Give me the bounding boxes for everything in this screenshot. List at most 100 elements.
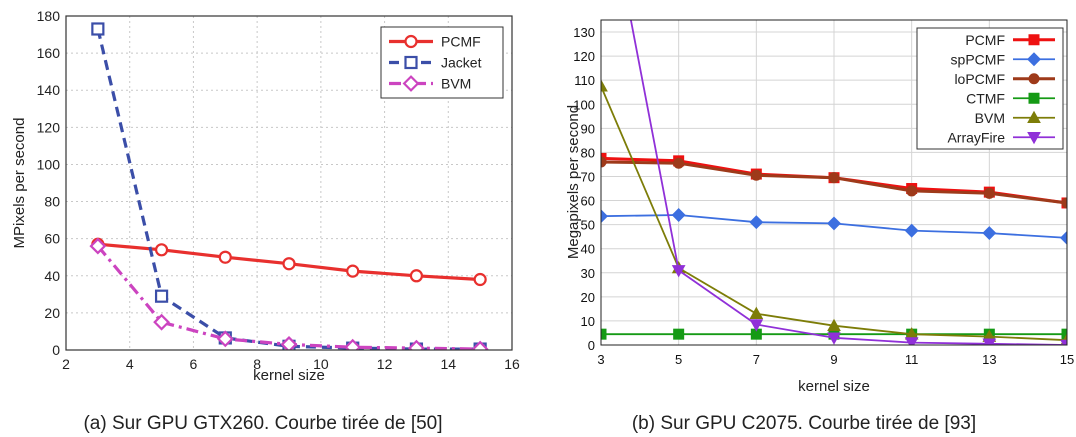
data-point-sppcmf bbox=[749, 215, 764, 230]
y-tick-label: 20 bbox=[581, 290, 595, 305]
data-point-jacket bbox=[91, 22, 105, 36]
y-tick-label: 100 bbox=[573, 97, 595, 112]
legend-label-bvm: BVM bbox=[975, 110, 1005, 126]
data-point-lopcmf bbox=[983, 187, 995, 199]
data-point-bvm bbox=[89, 237, 107, 255]
y-tick-label: 40 bbox=[44, 268, 60, 284]
data-point-bvm bbox=[280, 336, 298, 350]
data-point-jacket bbox=[154, 289, 169, 303]
caption-b: (b) Sur GPU C2075. Courbe tirée de [93] bbox=[632, 413, 976, 434]
legend-marker-ctmf bbox=[1028, 92, 1040, 104]
x-tick-label: 4 bbox=[126, 356, 134, 372]
data-point-pcmf bbox=[346, 264, 360, 278]
y-tick-label: 110 bbox=[574, 73, 595, 88]
y-tick-label: 0 bbox=[588, 338, 595, 353]
data-point-bvm bbox=[827, 318, 841, 332]
data-point-bvm bbox=[153, 313, 171, 331]
data-point-ctmf bbox=[1061, 328, 1067, 340]
legend-marker-arrayfire bbox=[1027, 131, 1041, 145]
x-tick-label: 12 bbox=[377, 356, 393, 372]
data-point-arrayfire bbox=[827, 332, 841, 345]
chart-a-frame bbox=[65, 15, 513, 351]
data-point-arrayfire bbox=[671, 265, 686, 278]
chart-b: 0 10 20 30 40 50 60 70 80 90 100 110 120 130 3 5 7 9 11 13 1… bbox=[565, 19, 1074, 434]
x-tick-label: 9 bbox=[830, 352, 837, 367]
data-point-ctmf bbox=[673, 328, 685, 340]
chart-a: 0 20 40 60 80 100 120 140 160 180 2 4 6 8 10 12 14 16 ker… bbox=[11, 8, 520, 434]
legend-label-pcmf: PCMF bbox=[441, 34, 481, 50]
x-tick-label: 11 bbox=[905, 352, 919, 367]
x-tick-label: 10 bbox=[313, 356, 329, 372]
legend-marker-sppcmf bbox=[1027, 52, 1041, 67]
data-point-lopcmf bbox=[1061, 197, 1067, 209]
y-tick-label: 80 bbox=[581, 145, 595, 160]
y-tick-label: 20 bbox=[44, 305, 60, 321]
data-point-sppcmf bbox=[1060, 230, 1067, 245]
y-tick-label: 60 bbox=[44, 231, 60, 247]
data-point-lopcmf bbox=[750, 169, 762, 181]
x-tick-label: 15 bbox=[1060, 352, 1074, 367]
chart-b-legend: PCMF spPCMF loPCMF CTMF BVM ArrayFire bbox=[916, 27, 1064, 150]
data-point-sppcmf bbox=[904, 223, 919, 238]
data-point-bvm bbox=[344, 338, 362, 350]
legend-label-lopcmf: loPCMF bbox=[954, 71, 1005, 87]
legend-label-pcmf: PCMF bbox=[965, 32, 1005, 48]
y-tick-label: 60 bbox=[581, 194, 595, 209]
x-tick-label: 14 bbox=[440, 356, 456, 372]
y-tick-label: 130 bbox=[573, 25, 595, 40]
chart-a-series bbox=[89, 22, 489, 350]
x-tick-label: 2 bbox=[62, 356, 70, 372]
data-point-bvm bbox=[471, 340, 489, 350]
legend-label-jacket: Jacket bbox=[441, 55, 482, 71]
data-point-pcmf bbox=[473, 272, 487, 287]
data-point-lopcmf bbox=[601, 156, 607, 168]
y-tick-label: 140 bbox=[37, 82, 61, 98]
data-point-sppcmf bbox=[982, 226, 997, 241]
data-point-lopcmf bbox=[906, 185, 918, 197]
caption-a: (a) Sur GPU GTX260. Courbe tirée de [50] bbox=[83, 413, 442, 434]
chart-b-ticks: 0 10 20 30 40 50 60 70 80 90 100 110 120 130 3 5 7 9 11 13 1… bbox=[573, 25, 1074, 367]
data-point-sppcmf bbox=[827, 216, 841, 231]
chart-a-ticks: 0 20 40 60 80 100 120 140 160 180 2 4 6 8 10 12 14 16 bbox=[37, 8, 520, 372]
legend-label-arrayfire: ArrayFire bbox=[947, 129, 1005, 145]
y-tick-label: 100 bbox=[37, 156, 61, 172]
data-point-pcmf bbox=[409, 269, 424, 283]
data-point-arrayfire bbox=[749, 319, 764, 332]
data-point-pcmf bbox=[282, 257, 296, 271]
data-point-bvm bbox=[749, 306, 764, 320]
data-point-bvm bbox=[216, 330, 234, 348]
data-point-pcmf bbox=[218, 250, 232, 264]
x-tick-label: 7 bbox=[753, 352, 760, 367]
legend-label-bvm: BVM bbox=[441, 76, 471, 92]
data-point-sppcmf bbox=[671, 208, 686, 222]
data-point-lopcmf bbox=[828, 172, 840, 184]
data-point-lopcmf bbox=[673, 157, 685, 169]
y-tick-label: 120 bbox=[37, 119, 61, 135]
x-tick-label: 6 bbox=[190, 356, 198, 372]
chart-b-series bbox=[601, 20, 1067, 345]
legend-marker-bvm bbox=[1027, 110, 1041, 124]
y-tick-label: 90 bbox=[581, 121, 595, 136]
data-point-arrayfire bbox=[1060, 339, 1067, 345]
legend-marker-jacket bbox=[404, 55, 418, 70]
chart-a-legend: PCMF Jacket BVM bbox=[380, 26, 504, 99]
chart-b-ylabel: Megapixels per second bbox=[565, 105, 582, 259]
y-tick-label: 0 bbox=[52, 342, 60, 358]
data-point-arrayfire bbox=[982, 338, 997, 345]
legend-marker-lopcmf bbox=[1028, 73, 1040, 85]
y-tick-label: 30 bbox=[581, 266, 595, 281]
chart-a-ylabel: MPixels per second bbox=[11, 118, 28, 249]
chart-a-xlabel: kernel size bbox=[253, 367, 325, 384]
y-tick-label: 120 bbox=[573, 49, 595, 64]
y-tick-label: 70 bbox=[581, 169, 595, 184]
y-tick-label: 80 bbox=[44, 194, 60, 210]
legend-marker-pcmf bbox=[404, 34, 418, 49]
data-point-ctmf bbox=[601, 328, 607, 340]
y-tick-label: 10 bbox=[581, 314, 595, 329]
y-tick-label: 180 bbox=[37, 8, 61, 24]
legend-label-sppcmf: spPCMF bbox=[951, 51, 1005, 67]
data-point-pcmf bbox=[154, 243, 169, 257]
y-tick-label: 40 bbox=[581, 242, 595, 257]
x-tick-label: 5 bbox=[675, 352, 682, 367]
